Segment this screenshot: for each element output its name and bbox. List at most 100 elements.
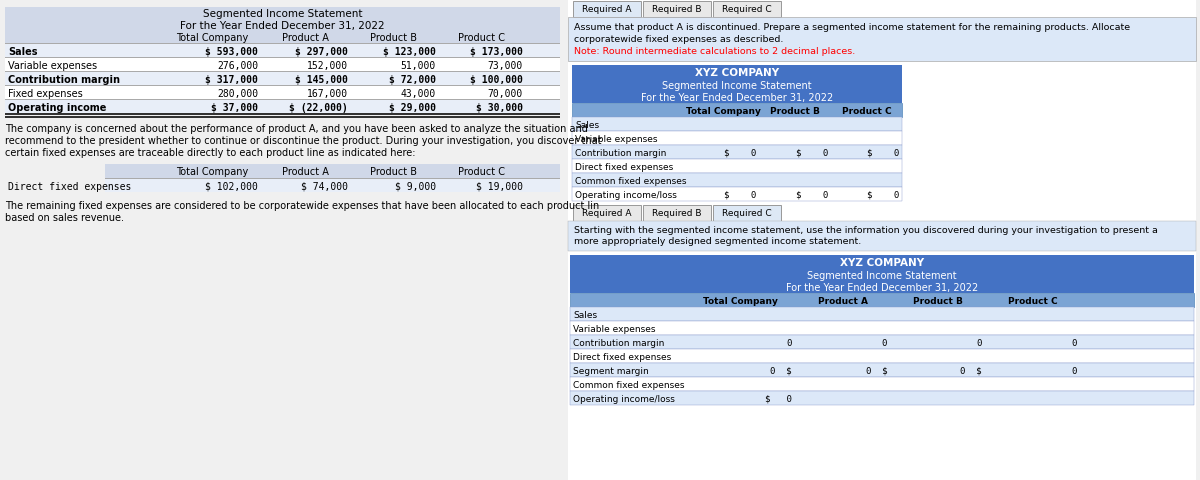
Text: Contribution margin: Contribution margin [8, 75, 120, 85]
Bar [106, 179, 560, 192]
Text: Contribution margin: Contribution margin [574, 338, 665, 347]
Text: XYZ COMPANY: XYZ COMPANY [695, 68, 779, 78]
Text: 0: 0 [787, 338, 792, 347]
Text: Common fixed expenses: Common fixed expenses [574, 380, 684, 389]
Bar [5, 58, 560, 72]
Text: 167,000: 167,000 [307, 89, 348, 99]
Bar [570, 293, 1194, 307]
Bar [568, 0, 1196, 480]
Bar [570, 377, 1194, 391]
Text: For the Year Ended December 31, 2022: For the Year Ended December 31, 2022 [180, 21, 385, 31]
Bar [572, 92, 902, 104]
Text: $   0: $ 0 [766, 394, 792, 403]
Text: $ 9,000: $ 9,000 [395, 181, 436, 192]
Text: Required A: Required A [582, 5, 631, 14]
Text: For the Year Ended December 31, 2022: For the Year Ended December 31, 2022 [786, 282, 978, 292]
Text: $ 593,000: $ 593,000 [205, 47, 258, 57]
Text: $ 72,000: $ 72,000 [389, 75, 436, 85]
Text: $    0: $ 0 [724, 149, 756, 157]
Text: 0: 0 [882, 338, 887, 347]
Text: 0: 0 [1072, 366, 1078, 375]
Text: Direct fixed expenses: Direct fixed expenses [575, 163, 673, 172]
Bar [572, 104, 902, 118]
Bar [5, 8, 560, 20]
Bar [570, 255, 1194, 269]
Text: $    0: $ 0 [724, 191, 756, 200]
Text: Product C: Product C [1008, 296, 1057, 305]
Text: $    0: $ 0 [866, 191, 899, 200]
Text: Contribution margin: Contribution margin [575, 149, 666, 157]
Bar [570, 307, 1194, 321]
Text: more appropriately designed segmented income statement.: more appropriately designed segmented in… [574, 237, 862, 245]
Text: $ 29,000: $ 29,000 [389, 103, 436, 113]
Bar [5, 86, 560, 100]
Text: $ 30,000: $ 30,000 [476, 103, 523, 113]
Bar [5, 31, 560, 44]
Text: Sales: Sales [574, 311, 598, 319]
Text: Starting with the segmented income statement, use the information you discovered: Starting with the segmented income state… [574, 226, 1158, 235]
Bar [570, 391, 1194, 405]
Text: Product B: Product B [912, 296, 962, 305]
Bar [570, 269, 1194, 281]
Text: The remaining fixed expenses are considered to be corporatewide expenses that ha: The remaining fixed expenses are conside… [5, 201, 599, 211]
Text: 280,000: 280,000 [217, 89, 258, 99]
Text: 0  $: 0 $ [960, 366, 982, 375]
Text: $ 123,000: $ 123,000 [383, 47, 436, 57]
Text: Total Company: Total Company [685, 107, 761, 116]
Text: Required B: Required B [653, 209, 702, 217]
Bar [713, 2, 781, 18]
Text: Segment margin: Segment margin [574, 366, 649, 375]
Text: Operating income/loss: Operating income/loss [575, 191, 677, 200]
Text: Total Company: Total Company [176, 167, 248, 177]
Bar [572, 146, 902, 160]
Text: Product B: Product B [371, 167, 418, 177]
Text: The company is concerned about the performance of product A, and you have been a: The company is concerned about the perfo… [5, 124, 588, 134]
Text: Direct fixed expenses: Direct fixed expenses [8, 181, 131, 192]
Bar [572, 80, 902, 92]
Text: recommend to the president whether to continue or discontinue the product. Durin: recommend to the president whether to co… [5, 136, 601, 146]
Text: Sales: Sales [575, 121, 599, 130]
Text: $ 102,000: $ 102,000 [205, 181, 258, 192]
Text: Required C: Required C [722, 5, 772, 14]
Bar [5, 117, 560, 118]
Bar [568, 222, 1196, 252]
Text: certain fixed expenses are traceable directly to each product line as indicated : certain fixed expenses are traceable dir… [5, 148, 415, 157]
Bar [570, 349, 1194, 363]
Text: Required B: Required B [653, 5, 702, 14]
Bar [570, 321, 1194, 336]
Bar [568, 18, 1196, 62]
Bar [572, 160, 902, 174]
Bar [572, 174, 902, 188]
Bar [643, 2, 710, 18]
Bar [572, 132, 902, 146]
Text: Segmented Income Statement: Segmented Income Statement [662, 81, 812, 91]
Text: Product C: Product C [458, 167, 505, 177]
Text: $ 173,000: $ 173,000 [470, 47, 523, 57]
Bar [5, 44, 560, 58]
Text: $ 317,000: $ 317,000 [205, 75, 258, 85]
Text: 0  $: 0 $ [770, 366, 792, 375]
Bar [713, 205, 781, 222]
Bar [572, 66, 902, 80]
Text: 0: 0 [977, 338, 982, 347]
Bar [5, 58, 560, 59]
Text: 73,000: 73,000 [487, 61, 523, 71]
Text: $    0: $ 0 [796, 149, 828, 157]
Text: Total Company: Total Company [176, 33, 248, 43]
Text: Variable expenses: Variable expenses [8, 61, 97, 71]
Text: Sales: Sales [8, 47, 37, 57]
Bar [570, 336, 1194, 349]
Text: For the Year Ended December 31, 2022: For the Year Ended December 31, 2022 [641, 93, 833, 103]
Bar [572, 188, 902, 202]
Text: Fixed expenses: Fixed expenses [8, 89, 83, 99]
Text: Assume that product A is discontinued. Prepare a segmented income statement for : Assume that product A is discontinued. P… [574, 23, 1130, 32]
Bar [643, 205, 710, 222]
Bar [574, 205, 641, 222]
Bar [570, 281, 1194, 293]
Text: Direct fixed expenses: Direct fixed expenses [574, 352, 671, 361]
Text: Segmented Income Statement: Segmented Income Statement [808, 270, 956, 280]
Text: Required A: Required A [582, 209, 631, 217]
Bar [5, 20, 560, 31]
Text: 43,000: 43,000 [401, 89, 436, 99]
Text: 51,000: 51,000 [401, 61, 436, 71]
